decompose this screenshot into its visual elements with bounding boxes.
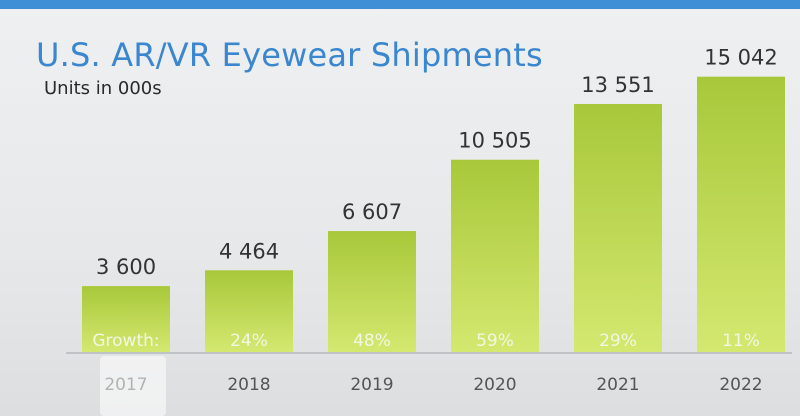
value-label-2021: 13 551 bbox=[581, 73, 654, 97]
top-accent-rule bbox=[0, 0, 800, 9]
bar-2020 bbox=[451, 159, 539, 352]
value-label-2017: 3 600 bbox=[96, 255, 156, 279]
growth-value-2022: 11% bbox=[722, 331, 760, 351]
bar-2019 bbox=[328, 231, 416, 352]
growth-label: Growth: bbox=[92, 331, 159, 351]
growth-value-2020: 59% bbox=[476, 331, 514, 351]
growth-value-2018: 24% bbox=[230, 331, 268, 351]
x-tick-2020: 2020 bbox=[473, 375, 516, 395]
chart-subtitle: Units in 000s bbox=[44, 78, 162, 99]
x-tick-2018: 2018 bbox=[227, 375, 270, 395]
chart-title: U.S. AR/VR Eyewear Shipments bbox=[36, 36, 543, 74]
value-label-2020: 10 505 bbox=[458, 129, 531, 153]
x-tick-2022: 2022 bbox=[719, 375, 762, 395]
value-label-2018: 4 464 bbox=[219, 239, 279, 263]
x-tick-2021: 2021 bbox=[596, 375, 639, 395]
value-label-2019: 6 607 bbox=[342, 200, 402, 224]
value-label-2022: 15 042 bbox=[704, 46, 777, 70]
x-tick-2019: 2019 bbox=[350, 375, 393, 395]
pointer-hand-overlay bbox=[100, 356, 166, 416]
bar-2017 bbox=[82, 286, 170, 352]
growth-value-2021: 29% bbox=[599, 331, 637, 351]
growth-value-2019: 48% bbox=[353, 331, 391, 351]
bar-2018 bbox=[205, 270, 293, 352]
bar-2021 bbox=[574, 103, 662, 352]
bar-2022 bbox=[697, 76, 785, 352]
